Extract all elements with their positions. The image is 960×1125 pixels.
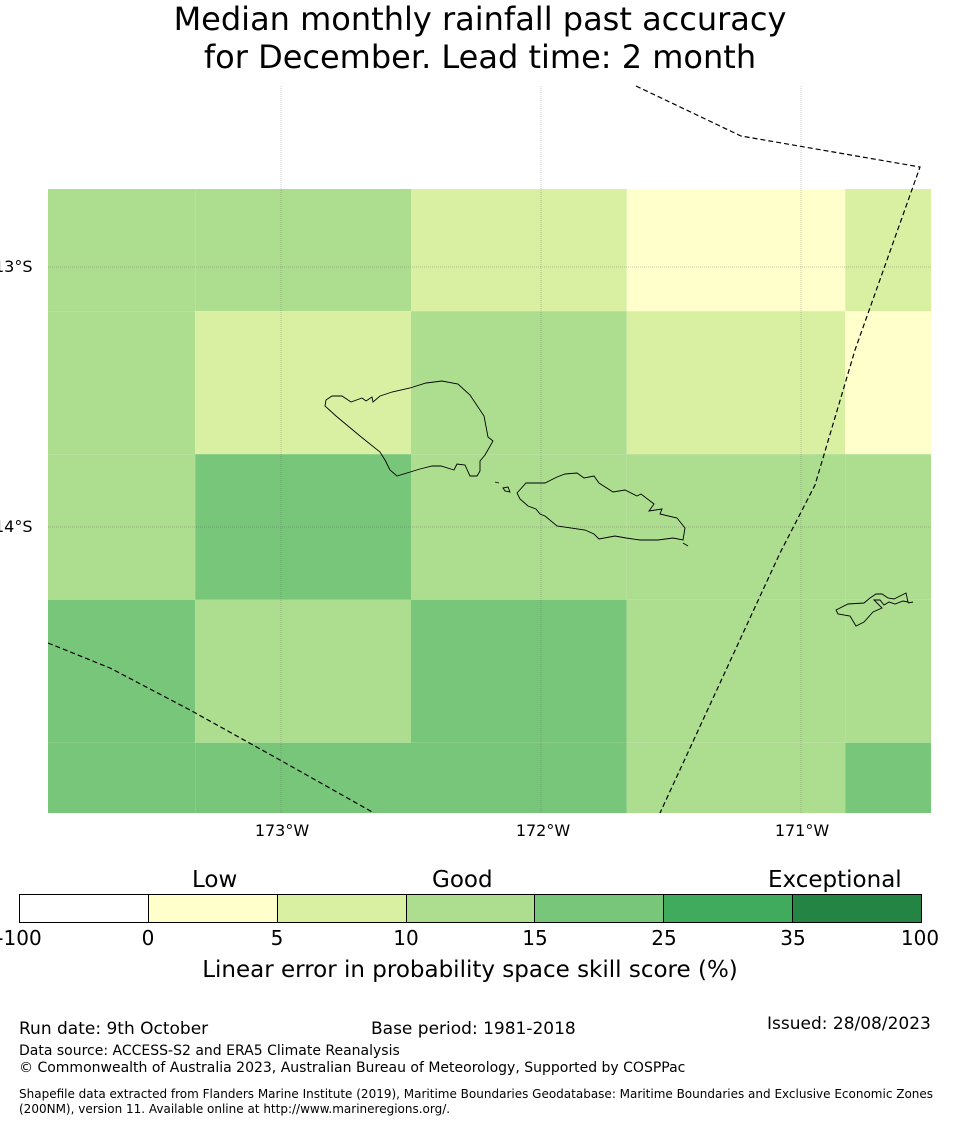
legend-word-good: Good: [432, 867, 493, 893]
colorbar-tick-label: 25: [651, 926, 677, 950]
grid-cell: [48, 189, 196, 312]
map-title: Median monthly rainfall past accuracy fo…: [173, 0, 787, 76]
grid-cell: [195, 454, 411, 600]
grid-cell: [48, 742, 196, 813]
grid-cell: [845, 742, 931, 813]
legend-word-low: Low: [192, 867, 238, 893]
colorbar-title: Linear error in probability space skill …: [202, 957, 738, 983]
colorbar-tick-label: 35: [780, 926, 806, 950]
colorbar-tick-label: 0: [141, 926, 155, 950]
data-source: Data source: ACCESS-S2 and ERA5 Climate …: [19, 1043, 400, 1059]
colorbar-tick-label: 100: [900, 926, 940, 950]
upolu-island-coastline: [516, 472, 686, 541]
longitude-label-172w: 172°W: [515, 821, 571, 840]
colorbar-bin-0-5: [148, 895, 278, 922]
latitude-label-13s: 13°S: [0, 257, 33, 276]
colorbar-bin-neg100-0: [20, 895, 149, 922]
eez-boundary-east: [635, 85, 921, 814]
grid-cell: [195, 599, 411, 743]
issued-date: Issued: 28/08/2023: [767, 1014, 931, 1034]
colorbar-bin-15-25: [535, 895, 665, 922]
grid-cell: [195, 189, 411, 312]
grid-cell: [195, 311, 411, 455]
manono-islet-coastline: [494, 481, 500, 484]
colorbar-bin-5-10: [277, 895, 407, 922]
colorbar-tick-label: 15: [522, 926, 548, 950]
legend-colorbar: [19, 894, 922, 923]
grid-cell: [411, 311, 627, 455]
grid-cell: [626, 742, 846, 813]
grid-cell: [845, 599, 931, 743]
longitude-label-173w: 173°W: [254, 821, 310, 840]
eez-boundaries: [47, 85, 921, 814]
longitude-label-171w: 171°W: [774, 821, 830, 840]
copyright-notice: © Commonwealth of Australia 2023, Austra…: [19, 1060, 686, 1076]
base-period: Base period: 1981-2018: [371, 1019, 576, 1039]
savaii-island-coastline: [324, 380, 494, 477]
skill-grid-cells: [48, 189, 931, 813]
legend-word-exceptional: Exceptional: [768, 867, 902, 893]
grid-cell: [411, 599, 627, 743]
grid-cell: [845, 189, 931, 312]
colorbar-bin-10-15: [406, 895, 536, 922]
grid-cell: [845, 311, 931, 455]
apolima-islet-coastline: [502, 486, 511, 493]
grid-cell: [48, 311, 196, 455]
colorbar-bin-25-35: [664, 895, 794, 922]
aunuu-islet-coastline: [907, 601, 914, 604]
south-upolu-islet-coastline: [682, 542, 689, 547]
colorbar-tick-label: 10: [393, 926, 419, 950]
grid-cell: [626, 311, 846, 455]
grid-cell: [411, 742, 627, 813]
eez-boundary-southwest: [47, 642, 375, 814]
latitude-label-14s: 14°S: [0, 517, 33, 536]
colorbar-tick-label: 5: [270, 926, 284, 950]
shapefile-note: Shapefile data extracted from Flanders M…: [19, 1087, 934, 1116]
colorbar-bin-35-100: [793, 895, 922, 922]
coastlines: [324, 380, 914, 627]
grid-cell: [48, 599, 196, 743]
grid-cell: [411, 189, 627, 312]
colorbar-tick-label: -100: [0, 926, 42, 950]
tutuila-island-coastline: [835, 592, 909, 627]
grid-cell: [195, 742, 411, 813]
grid-cell: [626, 599, 846, 743]
grid-cell: [626, 189, 846, 312]
run-date: Run date: 9th October: [19, 1019, 209, 1039]
